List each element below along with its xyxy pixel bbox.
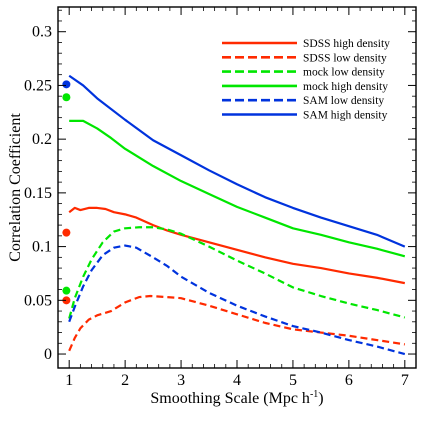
legend-label: mock low density [303,67,385,79]
series-line-4 [68,244,406,356]
x-tick-label: 7 [401,372,409,389]
legend: SDSS high density SDSS low density mock lo… [222,38,390,122]
x-axis-label-main: Smoothing Scale (Mpc h [150,390,310,407]
series-line-2 [68,226,406,319]
y-tick-label: 0.1 [32,239,52,256]
data-point-2 [62,228,71,237]
data-point-3 [62,286,71,295]
plot-frame [57,6,417,369]
x-tick-label: 1 [65,372,73,389]
x-tick-label: 6 [345,372,353,389]
series-line-5 [68,74,406,248]
y-tick-label: 0.3 [32,24,52,41]
series-line-1 [68,294,405,352]
x-tick-label: 4 [233,372,241,389]
y-axis-label: Correlation Coefficient [7,113,24,262]
data-point-0 [62,80,71,89]
x-tick-label: 5 [289,372,297,389]
legend-label: SAM high density [303,110,388,122]
y-tick-label: 0 [44,346,52,363]
x-tick-label: 3 [177,372,185,389]
legend-label: mock high density [303,81,388,93]
data-point-4 [62,296,71,305]
series-line-3 [69,119,406,258]
x-axis-label: Smoothing Scale (Mpc h-1) [150,389,323,407]
legend-label: SDSS low density [303,52,387,64]
legend-label: SDSS high density [303,38,390,50]
y-tick-label: 0.2 [32,131,52,148]
x-tick-label: 2 [121,372,129,389]
data-points [62,80,71,305]
data-point-1 [62,93,71,102]
legend-label: SAM low density [303,95,384,107]
x-axis-label-close: ) [318,390,323,407]
y-tick-label: 0.15 [24,185,52,202]
x-axis-label-sup: -1 [310,389,318,400]
y-tick-label: 0.25 [24,77,52,94]
y-tick-label: 0.05 [24,292,52,309]
series-lines [68,74,406,356]
